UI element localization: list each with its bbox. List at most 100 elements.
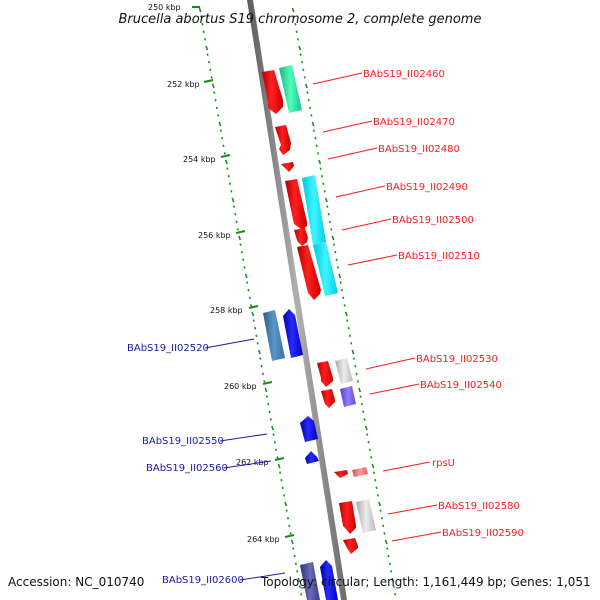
gc-dot: [240, 250, 243, 254]
label-rpsU[interactable]: rpsU: [432, 458, 455, 469]
scale-label-250: 250 kbp: [148, 3, 181, 12]
gc-dot: [343, 304, 346, 307]
gene-BAbS19_II02540[interactable]: [321, 389, 335, 408]
gc-dot: [242, 258, 245, 262]
gc-dot: [234, 212, 237, 216]
gene-BAbS19_II02590[interactable]: [343, 538, 358, 554]
gc-dot: [250, 304, 253, 307]
gc-dot: [302, 68, 305, 72]
gc-dot: [276, 456, 279, 459]
leader-rpsU: [382, 461, 431, 472]
leader-II02580: [387, 504, 438, 515]
gene-BAbS19_II02560[interactable]: [305, 451, 319, 464]
gc-dot: [211, 83, 215, 89]
leader-II02530: [365, 357, 416, 370]
gc-dot: [230, 190, 233, 193]
gene-BAbS19_II02550[interactable]: [300, 416, 318, 442]
gene-BAbS19_II02580[interactable]: [339, 501, 356, 534]
gene-BAbS19_II02490[interactable]: [285, 179, 307, 230]
gc-dot: [227, 174, 230, 178]
gc-dot: [246, 281, 249, 284]
gc-dot: [243, 266, 246, 269]
gc-dot: [239, 243, 242, 246]
gc-dot: [344, 311, 348, 317]
label-BAbS19_II02510[interactable]: BAbS19_II02510: [398, 251, 480, 262]
gc-dot: [292, 15, 296, 18]
label-BAbS19_II02550[interactable]: BAbS19_II02550: [142, 436, 224, 447]
gc-dot: [384, 539, 388, 545]
gc-dot: [347, 326, 350, 330]
gene-BAbS19_II02520[interactable]: [283, 309, 303, 358]
leader-II02590: [391, 531, 442, 542]
label-BAbS19_II02460[interactable]: BAbS19_II02460: [363, 69, 445, 80]
gc-dot: [300, 592, 303, 596]
gc-dot: [355, 372, 358, 376]
label-BAbS19_II02530[interactable]: BAbS19_II02530: [416, 354, 498, 365]
gc-dot: [382, 524, 385, 528]
gc-dot: [299, 53, 302, 56]
gene-BAbS19_II02470[interactable]: [275, 125, 291, 155]
accession-text: Accession: NC_010740: [8, 575, 144, 589]
gc-dot: [231, 197, 235, 203]
gc-dot: [308, 106, 312, 110]
gene-BAbS19_II02500[interactable]: [294, 228, 308, 246]
label-BAbS19_II02540[interactable]: BAbS19_II02540: [420, 380, 502, 391]
label-BAbS19_II02590[interactable]: BAbS19_II02590: [442, 528, 524, 539]
gc-dot: [278, 471, 282, 474]
gc-dot: [275, 448, 278, 452]
leader-II02470: [322, 120, 373, 133]
leader-II02520: [204, 338, 255, 349]
cog-block-II02510: [313, 242, 338, 296]
gc-dot: [214, 98, 217, 102]
label-BAbS19_II02470[interactable]: BAbS19_II02470: [373, 117, 455, 128]
gene-rpsU[interactable]: [334, 470, 348, 478]
gc-dot: [232, 205, 236, 208]
label-BAbS19_II02600[interactable]: BAbS19_II02600: [162, 575, 244, 586]
cog-block-rpsU: [352, 467, 368, 477]
leader-II02600: [239, 572, 286, 581]
scale-tick-260: [262, 381, 273, 385]
gc-dot: [215, 106, 218, 110]
cog-block-II02530: [335, 358, 353, 384]
gc-dot: [372, 471, 375, 474]
gc-dot: [335, 258, 338, 262]
gc-dot: [289, 532, 292, 535]
scale-label-258: 258 kbp: [210, 306, 243, 315]
label-BAbS19_II02560[interactable]: BAbS19_II02560: [146, 463, 228, 474]
gc-dot: [298, 585, 301, 588]
gc-dot: [290, 539, 294, 545]
gc-dot: [202, 30, 205, 34]
gene-BAbS19_II02510[interactable]: [297, 245, 321, 300]
gc-dot: [218, 121, 222, 127]
label-BAbS19_II02490[interactable]: BAbS19_II02490: [386, 182, 468, 193]
gc-dot: [265, 395, 269, 398]
reverse-strand-track: [263, 309, 338, 600]
gc-dot: [294, 562, 298, 566]
gc-dot: [331, 235, 335, 241]
gc-dot: [297, 577, 301, 583]
label-BAbS19_II02480[interactable]: BAbS19_II02480: [378, 144, 460, 155]
gc-dot: [374, 478, 377, 482]
gene-BAbS19_II02460[interactable]: [262, 70, 283, 114]
scale-label-262: 262 kbp: [236, 458, 269, 467]
gc-dot: [375, 486, 378, 490]
gc-dot: [327, 212, 330, 216]
gc-dot: [310, 114, 313, 117]
label-BAbS19_II02500[interactable]: BAbS19_II02500: [392, 215, 474, 226]
label-BAbS19_II02520[interactable]: BAbS19_II02520: [127, 343, 209, 354]
gc-dot: [256, 342, 259, 345]
chromosome-backbone: [247, 0, 347, 600]
gc-dot: [306, 91, 309, 94]
gene-BAbS19_II02600[interactable]: [320, 560, 338, 600]
gene-BAbS19_II02480[interactable]: [281, 162, 294, 172]
gc-dot: [362, 410, 365, 414]
gene-BAbS19_II02530[interactable]: [317, 361, 333, 387]
scale-tick-254: [220, 154, 231, 158]
gc-dot: [391, 577, 395, 583]
gc-dot: [282, 494, 286, 497]
gc-dot: [222, 144, 225, 148]
gc-dot: [223, 152, 226, 155]
gc-dot: [383, 532, 386, 535]
gc-dot: [315, 144, 318, 148]
label-BAbS19_II02580[interactable]: BAbS19_II02580: [438, 501, 520, 512]
